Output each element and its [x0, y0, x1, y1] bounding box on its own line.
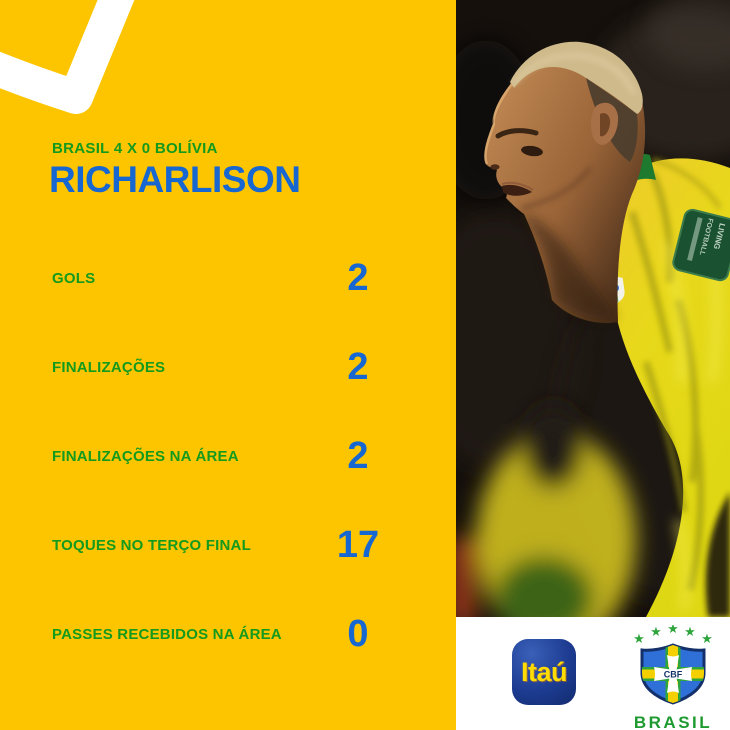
stat-value: 0	[347, 612, 369, 655]
match-score-line: BRASIL 4 X 0 BOLÍVIA	[52, 140, 218, 157]
player-name-title: RICHARLISON	[49, 159, 301, 200]
player-jersey: LIVING FOOTBALL	[604, 157, 730, 617]
itau-wordmark: Itaú	[520, 656, 568, 687]
check-swoosh-icon	[0, 0, 135, 114]
stat-label: FINALIZAÇÕES NA ÁREA	[52, 447, 239, 465]
svg-text:★: ★	[667, 625, 679, 637]
cbf-shield-icon: ★ ★ ★ ★ ★ CBF	[633, 622, 713, 705]
itau-logo: Itaú	[512, 639, 576, 705]
stat-row-gols: GOLS 2	[52, 256, 390, 300]
stat-row-passes: PASSES RECEBIDOS NA ÁREA 0	[52, 612, 390, 656]
svg-text:★: ★	[650, 625, 662, 640]
stats-panel: BRASIL 4 X 0 BOLÍVIA RICHARLISON GOLS 2 …	[0, 0, 456, 730]
svg-text:★: ★	[684, 625, 696, 640]
stat-value: 2	[347, 345, 369, 388]
sleeve-patch: LIVING FOOTBALL	[672, 208, 730, 282]
cbf-acronym: CBF	[664, 670, 683, 680]
stat-value: 2	[347, 256, 369, 299]
stat-label: TOQUES NO TERÇO FINAL	[52, 536, 251, 554]
cbf-crest: ★ ★ ★ ★ ★ CBF	[625, 622, 721, 730]
stat-value: 17	[336, 523, 380, 566]
stat-label: FINALIZAÇÕES	[52, 358, 166, 376]
stat-row-toques: TOQUES NO TERÇO FINAL 17	[52, 523, 390, 567]
stat-row-finalizacoes: FINALIZAÇÕES 2	[52, 345, 390, 389]
player-head	[484, 41, 646, 324]
stat-row-finalizacoes-area: FINALIZAÇÕES NA ÁREA 2	[52, 434, 390, 478]
stat-value: 2	[347, 434, 369, 477]
sponsor-bar: Itaú ★ ★ ★ ★ ★	[456, 617, 730, 730]
stat-label: PASSES RECEBIDOS NA ÁREA	[52, 625, 282, 643]
player-photo: LIVING FOOTBALL	[456, 0, 730, 617]
svg-text:★: ★	[701, 632, 713, 647]
stat-label: GOLS	[52, 269, 96, 287]
cbf-wordmark: BRASIL	[633, 713, 713, 730]
blurred-background-player	[456, 405, 636, 617]
svg-text:★: ★	[633, 632, 645, 647]
